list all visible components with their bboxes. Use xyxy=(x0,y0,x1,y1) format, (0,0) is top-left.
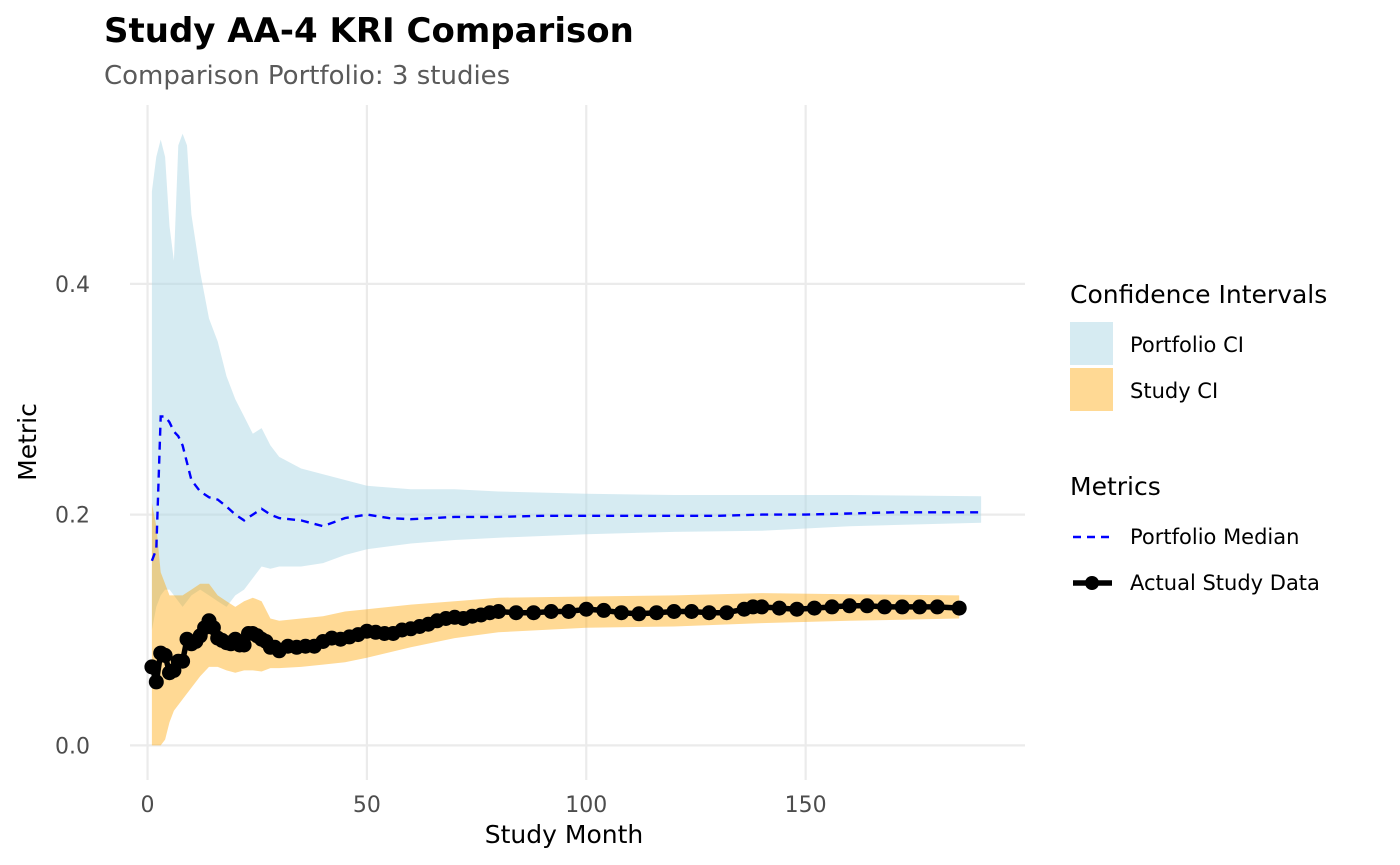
y-tick-label: 0.2 xyxy=(55,504,90,529)
legend-title-metrics: Metrics xyxy=(1070,472,1161,501)
actual-study-point xyxy=(951,600,967,616)
actual-study-point xyxy=(491,604,506,619)
actual-study-point xyxy=(859,598,875,614)
legend-label-portfolio-ci: Portfolio CI xyxy=(1130,333,1244,357)
actual-study-point xyxy=(894,599,910,615)
y-tick-label: 0.4 xyxy=(55,273,90,298)
legend-label-study-ci: Study CI xyxy=(1130,379,1218,403)
x-axis-ticks: 0 50 100 150 xyxy=(141,793,827,818)
legend-title-confidence-intervals: Confidence Intervals xyxy=(1070,280,1327,309)
actual-study-point xyxy=(613,605,629,621)
actual-study-point xyxy=(175,653,191,669)
legend-label-portfolio-median: Portfolio Median xyxy=(1130,525,1299,549)
actual-study-point xyxy=(561,604,577,619)
actual-study-point xyxy=(596,602,612,618)
y-axis-ticks: 0.0 0.2 0.4 xyxy=(55,273,90,760)
actual-study-point xyxy=(666,604,682,619)
actual-study-point xyxy=(236,637,252,653)
actual-study-point xyxy=(929,599,945,615)
actual-study-point xyxy=(912,599,928,615)
actual-study-point xyxy=(526,605,542,621)
actual-study-point xyxy=(701,605,717,621)
actual-study-point xyxy=(877,599,893,615)
actual-study-point xyxy=(824,599,840,615)
legend-key-actual-study-data xyxy=(1073,576,1112,590)
study-points xyxy=(144,598,967,690)
legend-label-actual-study-data: Actual Study Data xyxy=(1130,571,1320,595)
study-ci-band xyxy=(151,503,960,746)
legend-key-portfolio-ci xyxy=(1070,322,1113,365)
portfolio-ci-band xyxy=(151,133,982,631)
x-axis-title: Study Month xyxy=(485,820,643,849)
chart-title: Study AA-4 KRI Comparison xyxy=(104,11,634,51)
actual-study-point xyxy=(543,604,559,619)
actual-study-point xyxy=(578,601,594,617)
actual-study-point xyxy=(719,605,735,621)
actual-study-point xyxy=(684,604,700,619)
y-tick-label: 0.0 xyxy=(55,734,90,759)
x-tick-label: 150 xyxy=(785,793,827,818)
actual-study-point xyxy=(144,659,160,675)
legend: Confidence Intervals Portfolio CI Study … xyxy=(1070,280,1327,595)
x-tick-label: 0 xyxy=(141,793,155,818)
legend-key-study-ci xyxy=(1070,368,1113,411)
actual-study-point xyxy=(508,605,524,621)
x-tick-label: 50 xyxy=(353,793,381,818)
actual-study-point xyxy=(771,600,787,616)
y-axis-title: Metric xyxy=(13,403,42,481)
actual-study-point xyxy=(148,674,164,690)
actual-study-point xyxy=(842,598,857,614)
portfolio-median-line xyxy=(150,415,982,562)
actual-study-point xyxy=(789,601,805,617)
actual-study-point xyxy=(157,647,173,663)
chart-subtitle: Comparison Portfolio: 3 studies xyxy=(104,61,510,91)
x-tick-label: 100 xyxy=(565,793,607,818)
actual-study-point xyxy=(631,606,647,622)
actual-study-point xyxy=(806,600,822,616)
actual-study-point xyxy=(754,599,770,615)
actual-study-point xyxy=(649,605,664,621)
ci-bands xyxy=(151,133,982,746)
